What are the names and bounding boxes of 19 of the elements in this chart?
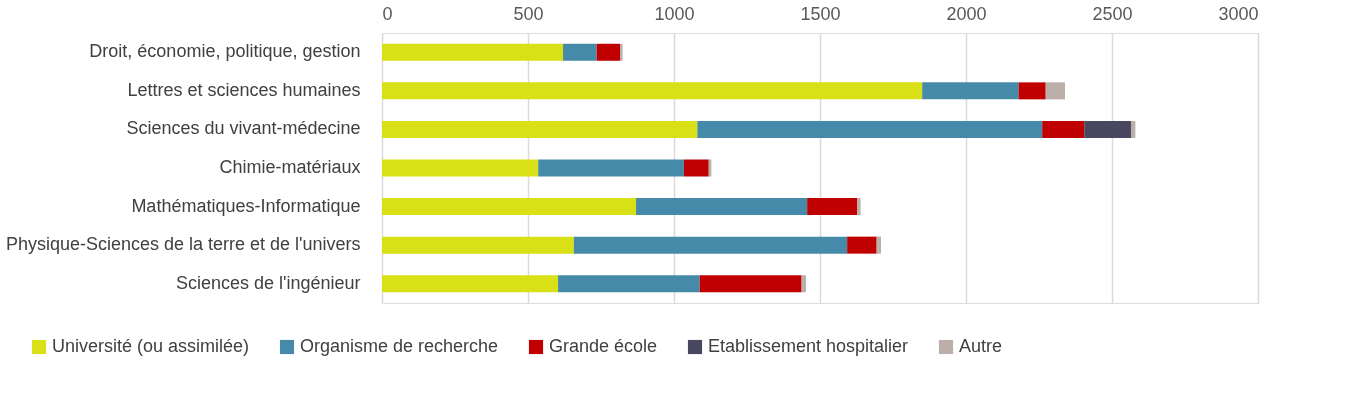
y-tick-label: Lettres et sciences humaines: [127, 79, 361, 100]
y-tick-label: Physique-Sciences de la terre et de l'univers: [5, 234, 361, 255]
legend-label: Organisme de recherche: [300, 336, 499, 356]
legend-label: Grande école: [549, 336, 658, 356]
x-tick-label: 1000: [654, 3, 695, 24]
y-tick-label: Sciences de l'ingénieur: [175, 272, 361, 293]
x-tick-label: 2000: [946, 3, 987, 24]
y-tick-label: Droit, économie, politique, gestion: [89, 41, 361, 62]
legend-label: Université (ou assimilée): [52, 336, 250, 356]
y-tick-label: Chimie-matériaux: [219, 157, 361, 177]
x-tick-label: 3000: [1218, 3, 1259, 24]
y-tick-label: Sciences du vivant-médecine: [126, 118, 361, 139]
legend-label: Autre: [959, 336, 1003, 356]
x-tick-label: 2500: [1092, 3, 1133, 24]
legend-label: Etablissement hospitalier: [708, 336, 909, 356]
x-tick-label: 1500: [800, 3, 841, 24]
x-tick-label: 0: [382, 3, 393, 24]
x-tick-label: 500: [513, 3, 544, 24]
y-tick-label: Mathématiques-Informatique: [131, 195, 361, 216]
